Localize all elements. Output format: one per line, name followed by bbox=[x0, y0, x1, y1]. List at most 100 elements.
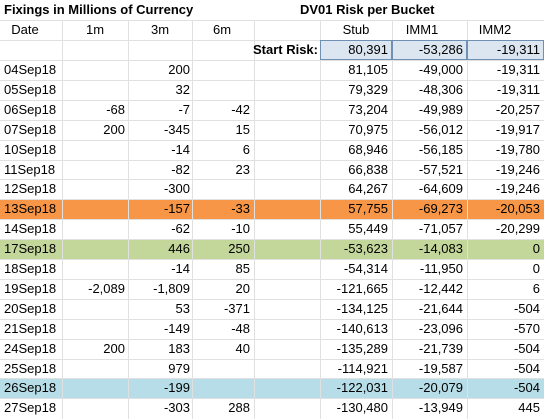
value-cell: -20,053 bbox=[495, 201, 540, 217]
grid-line bbox=[0, 179, 544, 181]
value-cell: 200 bbox=[103, 121, 125, 137]
value-cell: 57,755 bbox=[348, 201, 388, 217]
value-cell: -140,613 bbox=[336, 320, 388, 336]
grid-line bbox=[0, 259, 544, 260]
value-cell: 79,329 bbox=[348, 81, 388, 97]
value-cell: -12,442 bbox=[418, 280, 463, 296]
date-cell: 19Sep18 bbox=[4, 280, 57, 296]
value-cell: 446 bbox=[168, 241, 190, 257]
value-cell: -10 bbox=[231, 221, 250, 237]
grid-line bbox=[0, 358, 544, 360]
value-cell: 6 bbox=[532, 280, 540, 296]
value-cell: -20,299 bbox=[495, 221, 540, 237]
grid-line bbox=[0, 298, 544, 300]
value-cell: -504 bbox=[513, 360, 540, 376]
grid-line bbox=[0, 60, 544, 61]
grid-line bbox=[0, 398, 544, 400]
value-cell: -504 bbox=[513, 300, 540, 316]
date-cell: 04Sep18 bbox=[4, 62, 57, 77]
value-cell: -371 bbox=[223, 300, 250, 316]
row-highlight bbox=[0, 199, 544, 220]
value-cell: -19,311 bbox=[496, 62, 540, 77]
column-header: 3m bbox=[150, 22, 170, 37]
value-cell: -19,780 bbox=[495, 141, 540, 157]
value-cell: -68 bbox=[106, 101, 125, 117]
start-risk-cell bbox=[320, 40, 392, 60]
date-cell: 10Sep18 bbox=[4, 141, 57, 157]
value-cell: -345 bbox=[163, 121, 190, 137]
value-cell: 32 bbox=[175, 81, 190, 97]
value-cell: -33 bbox=[231, 201, 250, 217]
value-cell: -134,125 bbox=[336, 300, 388, 316]
value-cell: -54,314 bbox=[343, 261, 388, 276]
value-cell: 73,204 bbox=[348, 101, 388, 117]
value-cell: 288 bbox=[228, 400, 250, 416]
value-cell: -121,665 bbox=[336, 280, 388, 296]
start-risk-value: -19,311 bbox=[496, 42, 540, 57]
grid-line bbox=[467, 20, 468, 419]
grid-line bbox=[0, 278, 544, 280]
grid-line bbox=[0, 139, 544, 141]
grid-line bbox=[0, 40, 544, 41]
date-cell: 20Sep18 bbox=[4, 300, 57, 316]
value-cell: -122,031 bbox=[336, 380, 388, 396]
column-header: Stub bbox=[342, 22, 370, 37]
value-cell: -56,012 bbox=[418, 121, 463, 137]
value-cell: -57,521 bbox=[418, 161, 463, 177]
value-cell: 200 bbox=[103, 340, 125, 356]
grid-line bbox=[128, 20, 129, 419]
value-cell: 55,449 bbox=[348, 221, 388, 237]
start-risk-label: Start Risk: bbox=[252, 42, 318, 57]
value-cell: -20,079 bbox=[418, 380, 463, 396]
value-cell: -53,623 bbox=[343, 241, 388, 257]
value-cell: 15 bbox=[235, 121, 250, 137]
grid-line bbox=[0, 378, 544, 380]
row-highlight bbox=[0, 378, 544, 399]
value-cell: -13,949 bbox=[418, 400, 463, 416]
grid-line bbox=[0, 99, 544, 101]
value-cell: -14 bbox=[171, 261, 190, 276]
grid-line bbox=[0, 79, 544, 81]
grid-line bbox=[0, 239, 544, 241]
value-cell: 40 bbox=[235, 340, 250, 356]
value-cell: -504 bbox=[513, 340, 540, 356]
grid-line bbox=[0, 219, 544, 221]
value-cell: -62 bbox=[171, 221, 190, 237]
value-cell: -64,609 bbox=[418, 181, 463, 197]
value-cell: -23,096 bbox=[418, 320, 463, 336]
date-cell: 17Sep18 bbox=[4, 241, 57, 257]
date-cell: 21Sep18 bbox=[4, 320, 57, 336]
value-cell: -504 bbox=[513, 380, 540, 396]
value-cell: -19,917 bbox=[495, 121, 540, 137]
value-cell: 66,838 bbox=[348, 161, 388, 177]
row-highlight bbox=[0, 239, 544, 259]
value-cell: -570 bbox=[513, 320, 540, 336]
date-cell: 24Sep18 bbox=[4, 340, 57, 356]
value-cell: -20,257 bbox=[495, 101, 540, 117]
grid-line bbox=[0, 318, 544, 320]
value-cell: 0 bbox=[532, 241, 540, 257]
value-cell: -157 bbox=[163, 201, 190, 217]
value-cell: -19,246 bbox=[495, 181, 540, 197]
grid-line bbox=[0, 338, 544, 340]
start-risk-value: -53,286 bbox=[418, 42, 463, 57]
value-cell: 0 bbox=[532, 261, 540, 276]
value-cell: -69,273 bbox=[418, 201, 463, 217]
grid-line bbox=[192, 20, 193, 419]
value-cell: -2,089 bbox=[88, 280, 125, 296]
start-risk-cell bbox=[392, 40, 467, 60]
value-cell: 250 bbox=[228, 241, 250, 257]
value-cell: -71,057 bbox=[418, 221, 463, 237]
date-cell: 18Sep18 bbox=[4, 261, 57, 276]
value-cell: 183 bbox=[168, 340, 190, 356]
value-cell: 53 bbox=[175, 300, 190, 316]
date-cell: 11Sep18 bbox=[4, 161, 56, 177]
title: Fixings in Millions of Currency bbox=[4, 2, 194, 17]
value-cell: -19,246 bbox=[495, 161, 540, 177]
value-cell: 23 bbox=[235, 161, 250, 177]
column-header: IMM2 bbox=[478, 22, 512, 37]
grid-line bbox=[62, 20, 63, 419]
value-cell: -82 bbox=[171, 161, 190, 177]
value-cell: -56,185 bbox=[418, 141, 463, 157]
